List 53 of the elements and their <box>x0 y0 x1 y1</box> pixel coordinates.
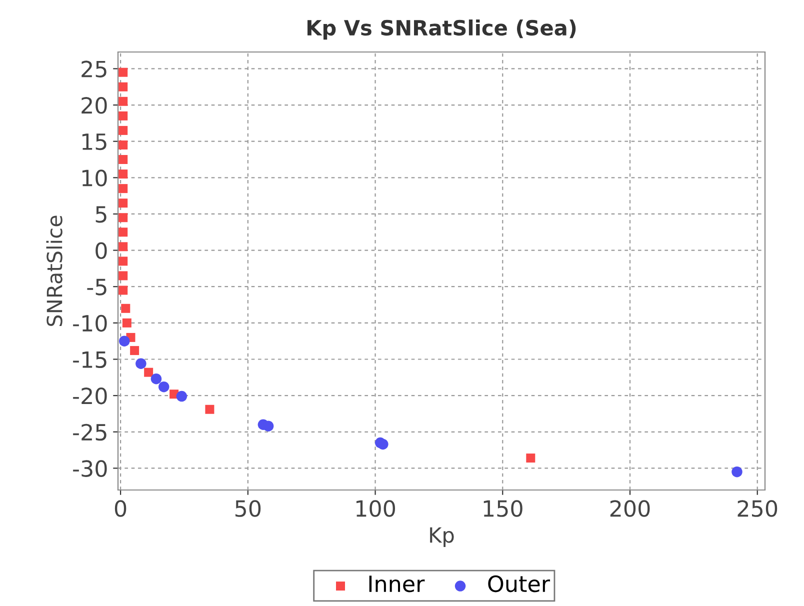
point <box>118 68 128 77</box>
y-tick-label: 0 <box>96 242 107 260</box>
y-axis-title: SNRatSlice <box>46 216 62 326</box>
x-axis-title: Kp <box>430 527 454 547</box>
y-tick-label: -5 <box>87 278 106 296</box>
x-tick-label: 0 <box>114 500 126 517</box>
point <box>378 438 388 450</box>
y-tick-label: -20 <box>73 388 107 404</box>
point <box>118 271 128 280</box>
point <box>121 304 130 313</box>
x-tick-label: 250 <box>738 500 778 517</box>
x-tick-label: 50 <box>235 500 261 517</box>
point <box>118 286 128 295</box>
x-tick-label: 150 <box>484 500 522 517</box>
x-tick-label: 100 <box>356 500 396 517</box>
point <box>732 466 742 478</box>
point <box>158 381 170 392</box>
point <box>122 318 132 328</box>
y-tick-label: -15 <box>73 351 106 368</box>
y-tick-label: 10 <box>82 170 107 186</box>
point <box>118 155 128 164</box>
y-tick-label: 20 <box>82 96 107 114</box>
point <box>118 126 128 135</box>
chart-title: Kp Vs SNRatSlice (Sea) <box>307 20 576 40</box>
legend-label: Inner <box>369 576 425 592</box>
y-tick-label: -30 <box>73 460 107 477</box>
point <box>130 346 140 356</box>
legend-label: Outer <box>488 575 550 592</box>
point <box>118 111 128 120</box>
point <box>118 242 128 252</box>
point <box>262 420 274 432</box>
point <box>144 368 154 377</box>
y-tick-label: -10 <box>73 314 107 332</box>
point <box>526 454 536 463</box>
y-tick-label: 25 <box>82 60 106 78</box>
y-tick-label: 5 <box>96 206 106 223</box>
point <box>136 358 146 369</box>
y-tick-label: -25 <box>73 424 106 441</box>
point <box>118 228 128 237</box>
y-tick-label: 15 <box>82 134 106 150</box>
point <box>118 184 128 194</box>
point <box>118 82 128 92</box>
point <box>118 256 128 266</box>
point <box>118 140 128 150</box>
point <box>118 170 128 179</box>
point <box>118 213 128 222</box>
point <box>118 336 130 346</box>
point <box>176 390 188 402</box>
point <box>118 96 128 106</box>
x-tick-label: 200 <box>610 500 650 517</box>
point <box>150 373 162 384</box>
point <box>118 198 128 208</box>
point <box>205 404 214 414</box>
